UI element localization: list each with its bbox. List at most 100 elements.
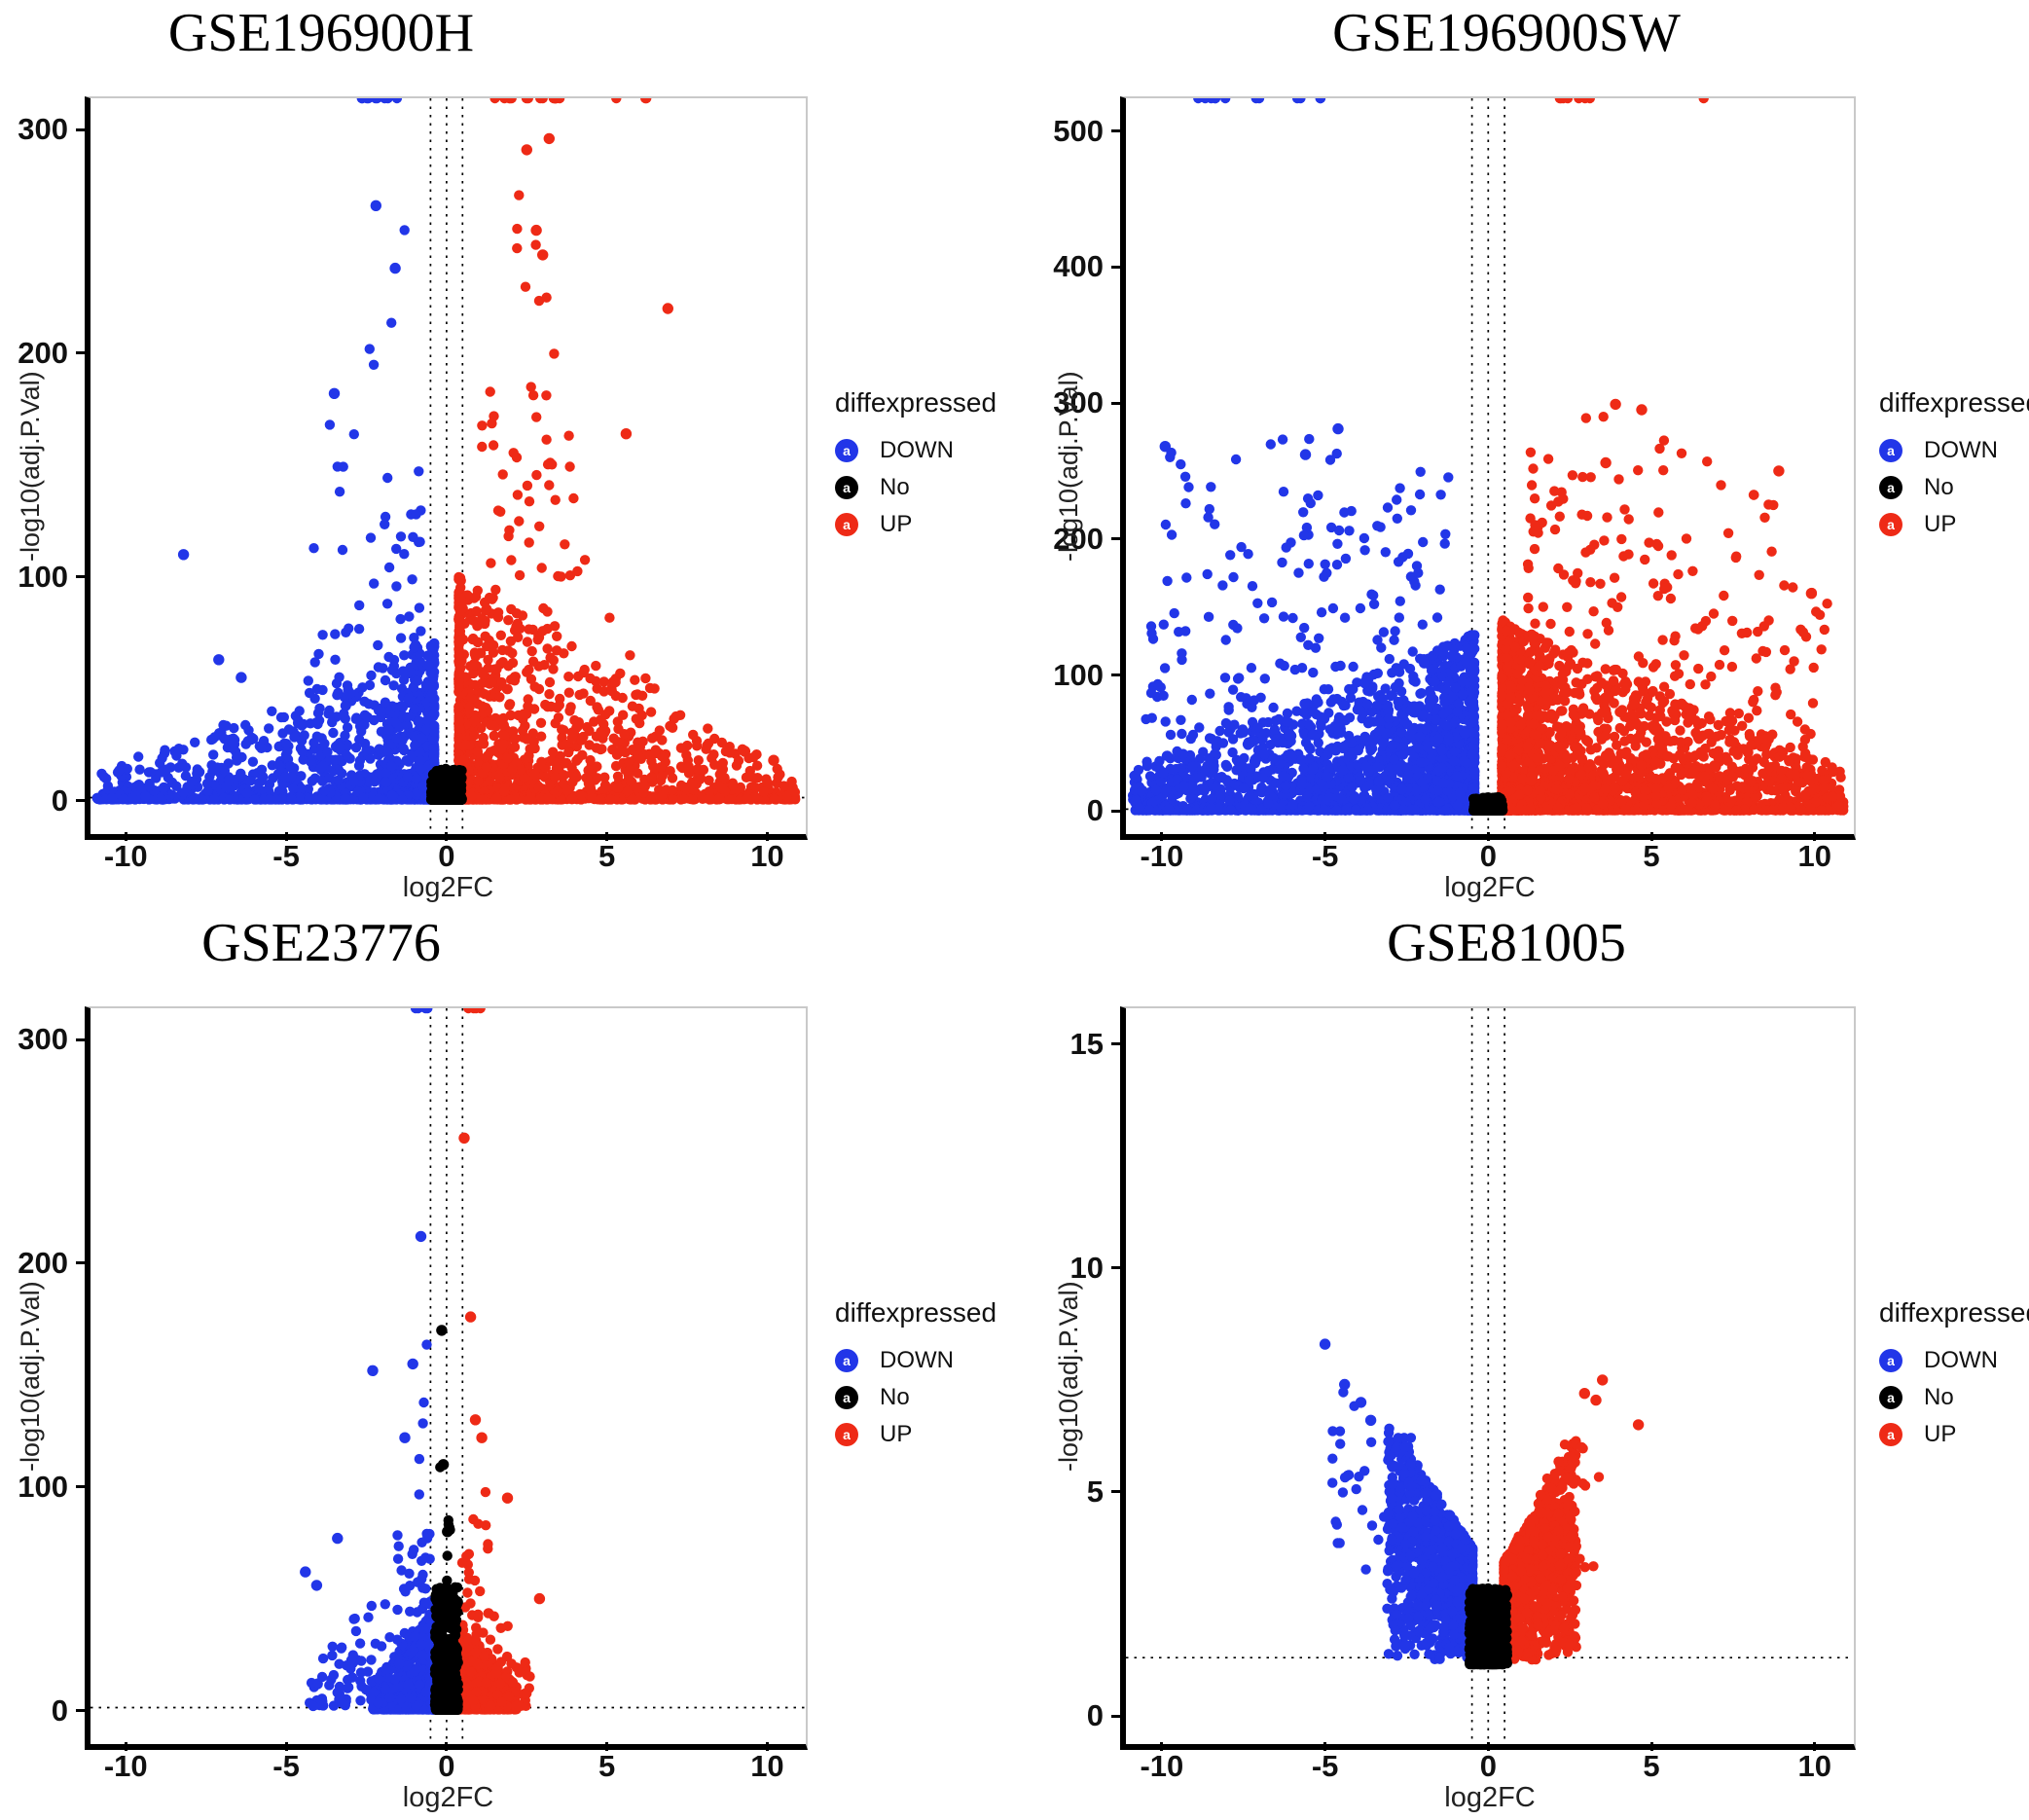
y-axis-tick-label: 300 xyxy=(1053,385,1104,420)
points-UP xyxy=(1499,1374,1645,1665)
y-axis-tick-label: 200 xyxy=(18,335,68,370)
x-tick-mark xyxy=(1486,832,1490,841)
y-axis-tick-label: 15 xyxy=(1069,1026,1104,1061)
plot-area xyxy=(1120,96,1856,840)
x-axis-tick-label: 10 xyxy=(750,1749,784,1783)
legend-entry-no: a No xyxy=(1879,1379,2029,1416)
x-axis-title: log2FC xyxy=(402,872,494,903)
points-UP xyxy=(1497,98,1849,816)
x-tick-mark xyxy=(1160,832,1164,841)
x-axis-tick-label: 5 xyxy=(598,1749,616,1783)
y-tick-mark xyxy=(76,799,85,803)
legend-key-down-icon: a xyxy=(1879,439,1902,462)
legend-entry-down: a DOWN xyxy=(1879,432,2029,469)
y-axis-tick-label: 0 xyxy=(1086,793,1104,828)
x-tick-mark xyxy=(605,1742,609,1751)
legend-entry-label: No xyxy=(1924,1384,1954,1410)
legend-key-glyph: a xyxy=(1887,480,1895,495)
volcano-panel-GSE81005: GSE81005 -10 -5 0 5 10 0 5 10 15 log2FC -log10(adj.… xyxy=(1015,910,2029,1820)
scatter-svg xyxy=(91,98,806,834)
x-axis-tick-label: 10 xyxy=(750,839,784,873)
legend-entry-label: UP xyxy=(1924,1421,1957,1447)
y-axis-title: -log10(adj.P.Val) xyxy=(16,1281,45,1472)
points-DOWN xyxy=(1127,98,1480,816)
legend-entry-label: DOWN xyxy=(1924,437,1998,463)
x-axis-tick-label: 0 xyxy=(438,839,455,873)
x-axis-title: log2FC xyxy=(1444,872,1536,903)
legend-entry-label: No xyxy=(1924,474,1954,500)
legend-key-down-icon: a xyxy=(835,1349,858,1372)
legend-key-up-icon: a xyxy=(835,1423,858,1446)
y-tick-mark xyxy=(76,1261,85,1265)
x-tick-mark xyxy=(1813,1742,1817,1751)
y-axis-title: -log10(adj.P.Val) xyxy=(1054,371,1083,562)
x-tick-mark xyxy=(1813,832,1817,841)
legend-key-glyph: a xyxy=(1887,443,1895,458)
x-tick-mark xyxy=(1323,1742,1327,1751)
plot-area xyxy=(85,96,808,840)
volcano-panel-GSE23776: GSE23776 -10 -5 0 5 10 0 100 200 300 log2FC -log10(… xyxy=(0,910,1014,1820)
x-tick-mark xyxy=(1649,832,1653,841)
legend-entry-label: DOWN xyxy=(1924,1347,1998,1373)
y-tick-mark xyxy=(76,351,85,355)
y-tick-mark xyxy=(76,1037,85,1041)
legend-title: diffexpressed xyxy=(835,1297,997,1328)
legend-entry-label: DOWN xyxy=(880,1347,954,1373)
legend: diffexpressed a DOWN a No a UP xyxy=(1879,387,2029,543)
y-axis-tick-label: 400 xyxy=(1053,249,1104,284)
y-axis-tick-label: 500 xyxy=(1053,113,1104,148)
y-axis-title: -log10(adj.P.Val) xyxy=(16,371,45,562)
legend: diffexpressed a DOWN a No a UP xyxy=(1879,1297,2029,1453)
x-tick-mark xyxy=(445,832,449,841)
legend-key-glyph: a xyxy=(843,1427,851,1442)
legend-key-glyph: a xyxy=(1887,1427,1895,1442)
y-tick-mark xyxy=(1111,809,1120,813)
y-axis-tick-label: 0 xyxy=(51,1693,68,1728)
legend-key-no-icon: a xyxy=(1879,476,1902,499)
y-axis-tick-label: 300 xyxy=(18,1022,68,1057)
x-axis-title: log2FC xyxy=(1444,1782,1536,1813)
legend-entry-up: a UP xyxy=(1879,506,2029,543)
points-DOWN xyxy=(300,1008,439,1715)
x-tick-mark xyxy=(1486,1742,1490,1751)
legend-key-no-icon: a xyxy=(1879,1386,1902,1409)
legend: diffexpressed a DOWN a No a UP xyxy=(835,387,996,543)
scatter-svg xyxy=(1126,98,1854,834)
legend-key-glyph: a xyxy=(1887,517,1895,532)
y-axis-title: -log10(adj.P.Val) xyxy=(1054,1281,1083,1472)
x-axis-tick-label: -5 xyxy=(272,839,300,873)
y-tick-mark xyxy=(1111,1042,1120,1046)
x-axis-tick-label: 0 xyxy=(1479,839,1497,873)
legend-key-down-icon: a xyxy=(835,439,858,462)
points-No xyxy=(1464,1583,1512,1670)
x-tick-mark xyxy=(284,1742,288,1751)
points-UP xyxy=(453,1008,546,1715)
x-axis-tick-label: 5 xyxy=(598,839,616,873)
legend-entry-label: DOWN xyxy=(880,437,954,463)
y-axis-tick-label: 200 xyxy=(1053,521,1104,556)
points-No xyxy=(429,1325,463,1715)
legend-key-glyph: a xyxy=(843,517,851,532)
y-tick-mark xyxy=(1111,1714,1120,1718)
x-axis-tick-label: 0 xyxy=(1479,1749,1497,1783)
plot-area xyxy=(1120,1006,1856,1750)
legend-entry-down: a DOWN xyxy=(1879,1342,2029,1379)
y-tick-mark xyxy=(1111,1266,1120,1270)
y-tick-mark xyxy=(76,1485,85,1489)
y-tick-mark xyxy=(76,575,85,579)
x-axis-tick-label: 5 xyxy=(1643,839,1660,873)
legend-entry-no: a No xyxy=(835,469,996,506)
points-DOWN xyxy=(1319,1338,1478,1664)
panel-title: GSE196900H xyxy=(167,3,475,63)
x-tick-mark xyxy=(124,1742,127,1751)
volcano-panel-GSE196900H: GSE196900H -10 -5 0 5 10 0 100 200 300 log2FC -log1… xyxy=(0,0,1014,910)
x-axis-tick-label: -10 xyxy=(103,839,148,873)
legend-entry-label: UP xyxy=(880,511,913,537)
x-axis-title: log2FC xyxy=(402,1782,494,1813)
x-axis-tick-label: -10 xyxy=(1140,839,1184,873)
legend-entry-label: UP xyxy=(1924,511,1957,537)
x-axis-tick-label: -10 xyxy=(103,1749,148,1783)
legend-key-glyph: a xyxy=(843,1353,851,1368)
y-tick-mark xyxy=(1111,673,1120,676)
